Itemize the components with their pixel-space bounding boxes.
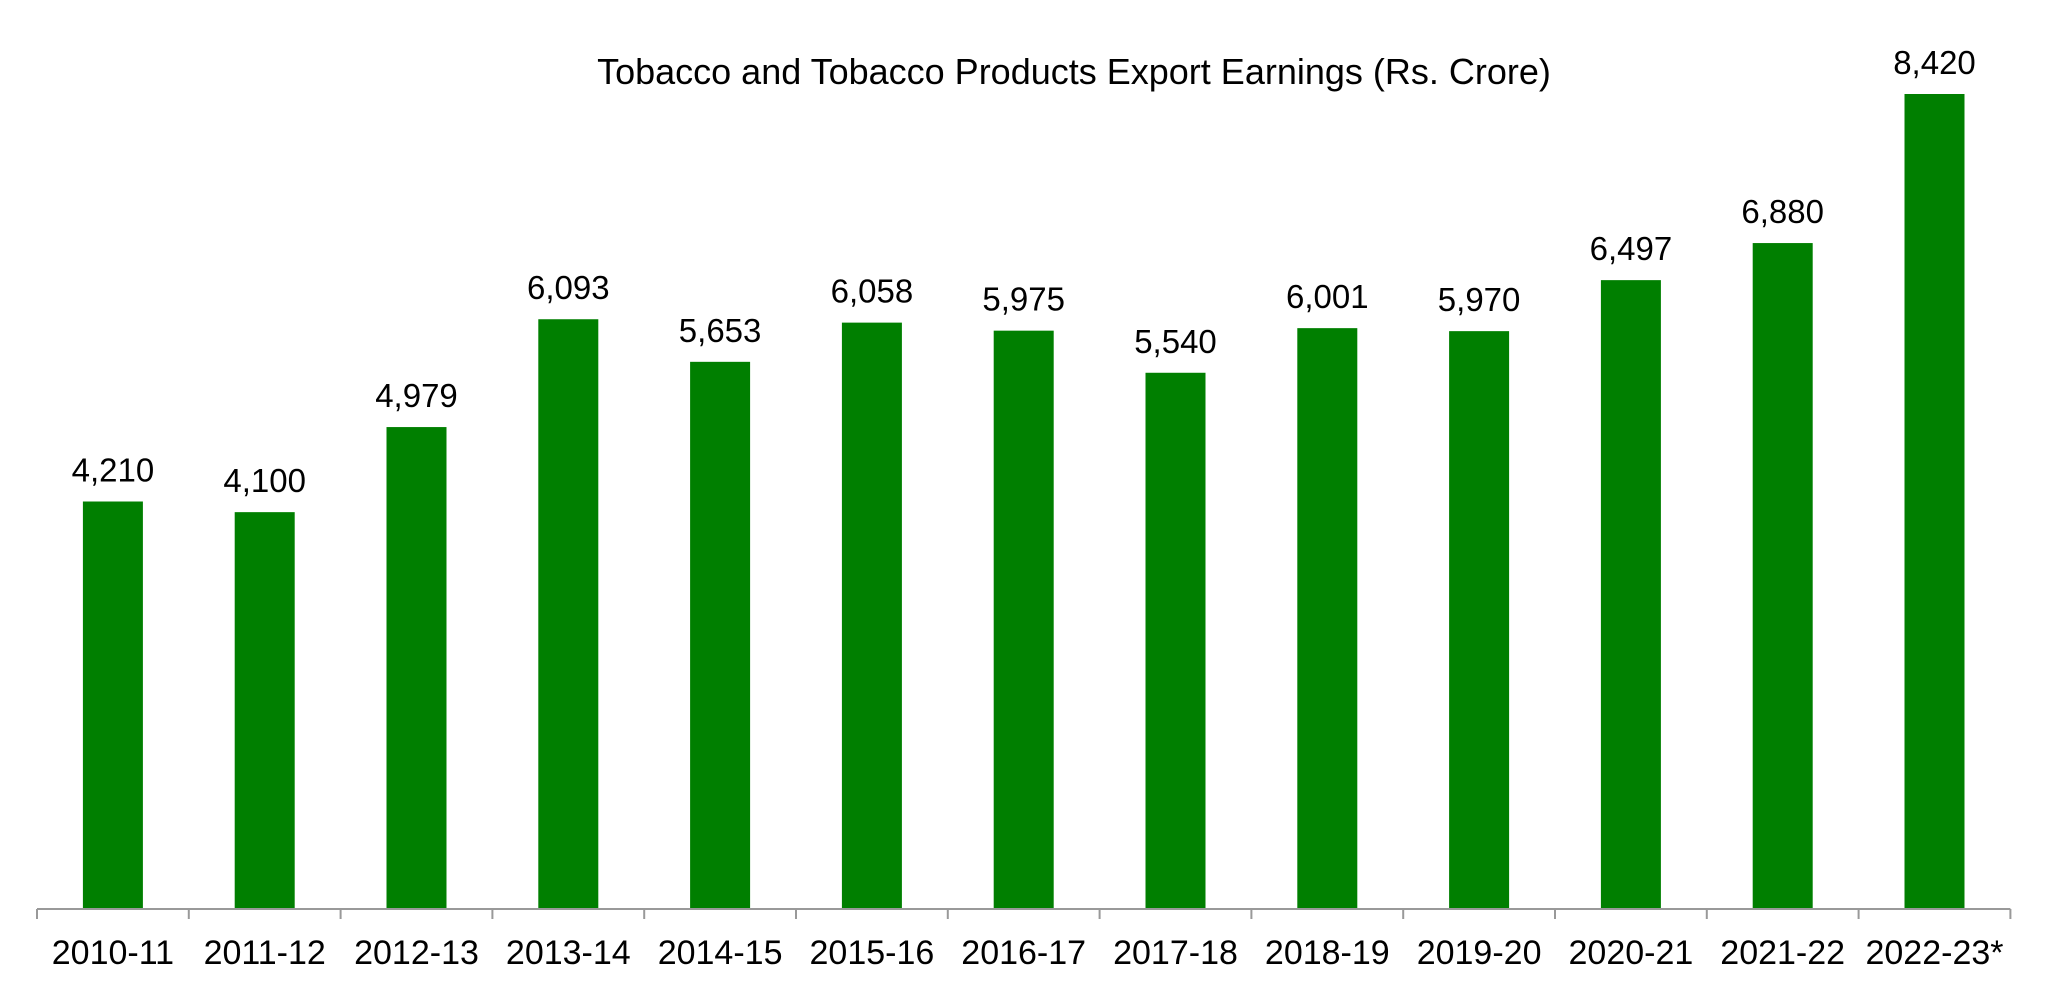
bar-2012-13 — [386, 427, 447, 909]
bar-2015-16 — [841, 322, 902, 910]
x-tick-label: 2015-16 — [810, 934, 935, 972]
bar-2022-23* — [1904, 94, 1965, 909]
data-label: 4,210 — [72, 452, 155, 489]
data-label: 6,093 — [527, 269, 610, 306]
bar-2018-19 — [1297, 328, 1358, 910]
bar-2019-20 — [1449, 331, 1510, 910]
x-tick-label: 2011-12 — [204, 934, 326, 972]
x-tick-label: 2016-17 — [961, 934, 1086, 972]
data-label: 4,979 — [375, 377, 458, 414]
bar-2021-22 — [1752, 243, 1813, 909]
x-tick-label: 2019-20 — [1417, 934, 1542, 972]
x-tick-label: 2013-14 — [506, 934, 631, 972]
bar-2013-14 — [538, 319, 599, 909]
x-tick-label: 2012-13 — [354, 934, 479, 972]
data-label: 5,540 — [1134, 323, 1217, 360]
bar-2016-17 — [993, 330, 1054, 909]
x-tick-label: 2021-22 — [1720, 934, 1845, 972]
bar-2014-15 — [690, 361, 751, 909]
data-label: 6,880 — [1741, 193, 1824, 230]
data-label: 5,970 — [1438, 281, 1521, 318]
data-label: 6,001 — [1286, 278, 1369, 315]
x-tick-label: 2022-23* — [1865, 934, 2003, 972]
data-label: 6,497 — [1590, 230, 1673, 267]
x-tick-label: 2014-15 — [658, 934, 783, 972]
data-label: 5,975 — [982, 281, 1065, 318]
data-label: 5,653 — [679, 312, 762, 349]
bar-2010-11 — [82, 501, 143, 909]
x-tick-label: 2018-19 — [1265, 934, 1390, 972]
bar-2020-21 — [1600, 280, 1661, 909]
x-tick-label: 2017-18 — [1113, 934, 1238, 972]
x-tick-label: 2020-21 — [1569, 934, 1694, 972]
x-tick-label: 2010-11 — [52, 934, 174, 972]
data-label: 6,058 — [831, 273, 914, 310]
bar-2017-18 — [1145, 372, 1206, 909]
data-label: 8,420 — [1893, 44, 1976, 81]
bar-2011-12 — [234, 512, 295, 909]
data-label: 4,100 — [223, 462, 306, 499]
chart-title: Tobacco and Tobacco Products Export Earn… — [597, 51, 1551, 92]
